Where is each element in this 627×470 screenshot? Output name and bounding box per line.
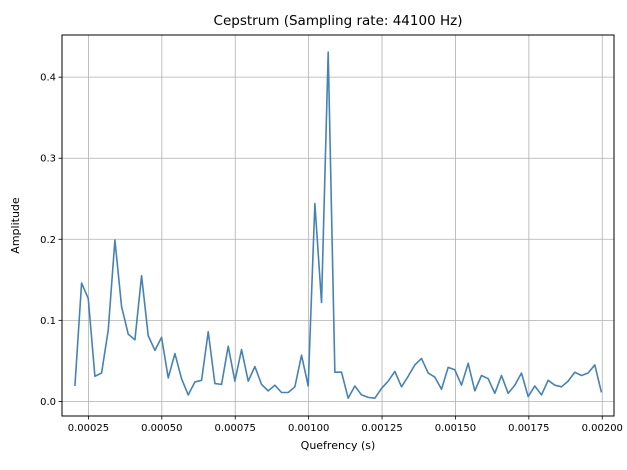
x-tick-label: 0.00200 xyxy=(582,423,623,434)
x-tick-label: 0.00175 xyxy=(508,423,549,434)
x-tick-label: 0.00050 xyxy=(141,423,182,434)
y-tick-label: 0.2 xyxy=(40,235,56,246)
x-tick-label: 0.00025 xyxy=(68,423,109,434)
y-tick-label: 0.0 xyxy=(40,397,56,408)
x-tick-label: 0.00125 xyxy=(361,423,402,434)
y-axis: 0.0 0.1 0.2 0.3 0.4 xyxy=(40,73,62,408)
x-tick-label: 0.00100 xyxy=(288,423,329,434)
series-group xyxy=(74,51,603,399)
chart-title: Cepstrum (Sampling rate: 44100 Hz) xyxy=(214,13,463,29)
x-tick-label: 0.00075 xyxy=(215,423,256,434)
x-axis: 0.00025 0.00050 0.00075 0.00100 0.00125 0.001… xyxy=(68,416,623,434)
y-tick-label: 0.1 xyxy=(40,316,56,327)
y-axis-label: Amplitude xyxy=(9,197,22,254)
series-line xyxy=(74,51,603,399)
plot-frame xyxy=(61,34,615,417)
x-axis-label: Quefrency (s) xyxy=(301,439,376,452)
x-tick-label: 0.00150 xyxy=(435,423,476,434)
grid-lines xyxy=(62,35,614,416)
y-tick-label: 0.3 xyxy=(40,154,56,165)
y-tick-label: 0.4 xyxy=(40,73,56,84)
